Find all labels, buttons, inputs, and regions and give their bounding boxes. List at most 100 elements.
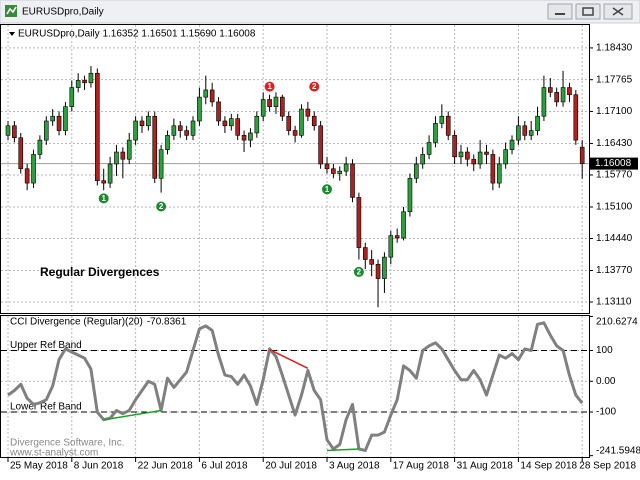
candle-body [165,135,170,150]
candle-body [305,108,311,117]
divergence-marker [98,193,109,204]
candle-body [477,151,483,165]
candle-body [114,151,119,165]
candle-body [216,101,221,122]
candle-body [197,96,202,122]
candle-body [509,139,515,150]
candle-body [254,115,260,134]
candle-body [5,125,11,136]
candle-body [286,115,292,131]
last-price-label: 1.16008 [595,158,632,169]
y-tick-label: 0.00 [596,376,616,387]
y-tick-label: 1.15100 [596,202,633,213]
maximize-button[interactable] [575,3,601,20]
price-header: EURUSDpro,Daily 1.16352 1.16501 1.15690 … [18,29,256,40]
candle-body [171,125,177,136]
candle-body [50,115,55,122]
candle-body [541,87,547,117]
annotation: Regular Divergences [40,265,160,279]
candle-body [414,163,419,179]
divergence-marker-label: 2 [357,268,362,277]
candle-body [375,263,381,279]
candle-body [394,235,400,239]
candle-body [369,259,374,265]
minimize-button[interactable] [547,3,573,20]
candle-body [535,115,540,131]
candle-body [209,89,215,103]
candle-body [88,72,94,84]
divergence-marker-label: 1 [267,82,272,91]
title-bar [0,0,640,24]
candle-body [241,135,247,141]
candle-body [139,120,145,127]
indicator-title: CCI Divergence (Regular)(20) [10,317,143,328]
divergence-line [269,348,309,370]
candle-body [152,115,158,179]
window-icon-glyph [6,6,17,15]
candle-body [331,168,336,174]
candle-body [31,154,36,184]
candle-body [24,168,30,184]
x-tick-label: 28 Sep 2018 [579,461,636,472]
divergence-marker [353,266,364,277]
candle-body [337,170,343,174]
candle-body [63,106,68,131]
candle-body [452,135,457,158]
candle-body [324,163,330,170]
candle-body [401,211,406,239]
candle-body [528,130,534,136]
candle-body [554,92,559,103]
candle-body [69,87,75,107]
y-tick-label: 1.15770 [596,170,633,181]
divergence-marker-label: 2 [159,202,164,211]
candle-body [280,96,285,117]
candle-body [356,197,362,248]
candle-body [177,125,183,131]
candle-body [299,108,304,136]
window-buttons[interactable] [547,3,633,20]
candle-body [388,235,394,258]
maximize-glyph [582,7,594,16]
y-tick-label: 1.14440 [596,233,633,244]
candle-body [579,146,585,164]
candle-body [184,130,189,136]
divergence-marker [309,81,320,92]
price-panel-frame [0,24,590,314]
divergence-line [326,448,359,452]
divergence-marker-label: 1 [101,194,106,203]
candle-body [573,94,579,141]
candle-body [273,96,279,107]
x-tick-label: 8 Jun 2018 [74,461,124,472]
candle-body [311,115,317,127]
candle-body [458,151,464,158]
candle-body [516,125,521,141]
x-tick-label: 25 May 2018 [10,461,68,472]
x-tick-label: 14 Sep 2018 [520,461,577,472]
y-tick-label: 1.13110 [596,297,632,308]
candle-body [343,163,349,172]
candle-body [433,123,438,143]
candle-body [560,87,566,103]
candle-body [267,99,272,107]
plot-layer: 1.13110 1.13770 1.14440 1.15100 1.15770 1.164… [1,25,640,472]
candle-body [567,87,572,96]
candle-body [18,137,24,170]
candle-body [490,154,496,184]
y-tick-label: 210.6274 [596,317,638,328]
candle-body [56,115,62,131]
candle-body [318,125,323,165]
divergence-line [103,409,162,421]
y-tick-label: 1.17765 [596,74,633,85]
divergence-marker-label: 2 [312,82,317,91]
candle-body [547,87,553,93]
divergence-marker-label: 1 [325,185,330,194]
divergence-marker [322,184,332,195]
header-arrow [9,32,15,36]
candle-body [292,130,298,136]
candle-body [445,115,451,136]
candle-body [146,115,151,127]
candle-body [235,118,240,136]
last-price-box [590,157,638,170]
divergence-marker [156,201,167,212]
